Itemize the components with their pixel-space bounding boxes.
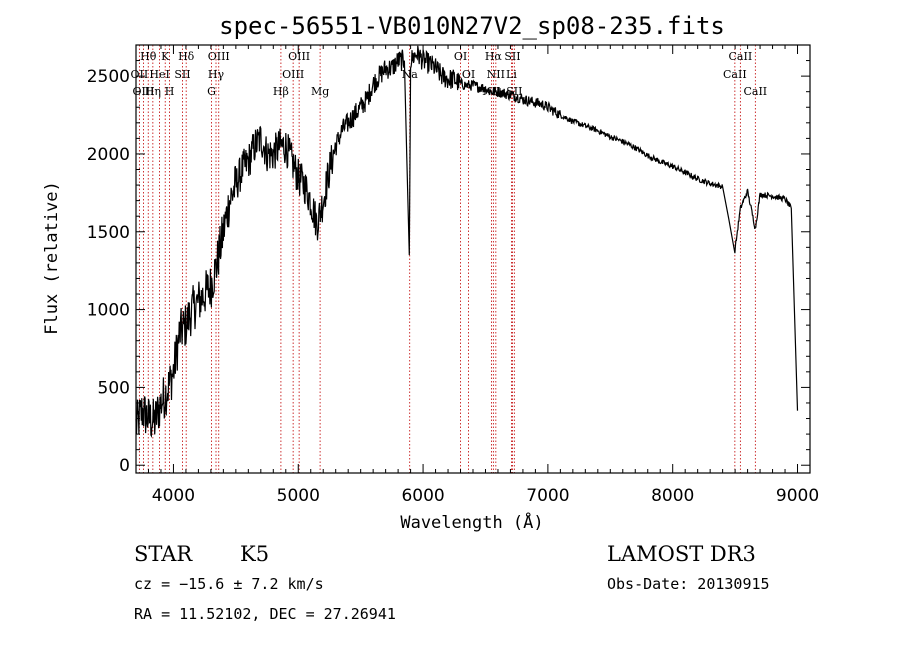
y-tick-label: 1000	[87, 301, 130, 321]
spectral-line-label: OI	[454, 50, 467, 63]
y-axis-ticks: 0 500 1000 1500 2000 2500	[87, 44, 810, 476]
y-tick-label: 2000	[87, 145, 130, 165]
spectral-line-label: OIII	[288, 50, 310, 63]
x-tick-label: 6000	[401, 486, 444, 506]
x-tick-label: 9000	[776, 486, 819, 506]
spectral-line-label: SII	[504, 50, 520, 63]
coordinates-readout: RA = 11.52102, DEC = 27.26941	[134, 605, 396, 623]
spectral-line-labels: Hθ OII OIII K HeI Hη H Hδ SII OIII Hγ G Hβ OIII OIII Mg…	[131, 50, 768, 98]
x-tick-label: 7000	[526, 486, 569, 506]
x-tick-label: 4000	[152, 486, 195, 506]
y-axis-label: Flux (relative)	[42, 181, 62, 335]
spectral-line-label: Hδ	[178, 50, 195, 63]
spectral-line-label: OIII	[208, 50, 230, 63]
spectral-line-label: Mg	[311, 85, 329, 98]
survey-name: LAMOST DR3	[607, 542, 756, 566]
x-tick-label: 5000	[277, 486, 320, 506]
spectral-line-label: Hβ	[273, 85, 289, 98]
spectral-line-label: Li	[506, 68, 517, 81]
plot-frame	[135, 44, 811, 474]
spectral-line-label: HeI	[149, 68, 169, 81]
redshift-readout: cz = −15.6 ± 7.2 km/s	[134, 575, 324, 593]
spectral-line-label: NII	[487, 68, 505, 81]
spectral-line-label: Hγ	[208, 68, 225, 81]
spectral-line-label: K	[161, 50, 170, 63]
spectral-line-label: CaII	[743, 85, 767, 98]
spectral-line-label: CaII	[729, 50, 753, 63]
spectral-line-label: CaII	[723, 68, 747, 81]
spectral-line-label: OII	[131, 68, 149, 81]
x-axis-ticks: 4000 5000 6000 7000 8000 9000	[147, 45, 819, 506]
y-tick-label: 500	[98, 378, 130, 398]
observation-date: Obs-Date: 20130915	[607, 575, 770, 593]
x-tick-label: 8000	[651, 486, 694, 506]
y-tick-label: 1500	[87, 223, 130, 243]
spectral-line-label: Hη	[145, 85, 161, 98]
spectral-line-markers	[138, 45, 756, 473]
spectral-line-label: OI	[462, 68, 475, 81]
spectral-line-label: Hα	[485, 50, 503, 63]
chart-title: spec-56551-VB010N27V2_sp08-235.fits	[219, 12, 725, 40]
spectral-line-label: Na	[402, 68, 419, 81]
y-tick-label: 0	[119, 456, 130, 476]
y-tick-label: 2500	[87, 67, 130, 87]
object-class: STAR	[134, 542, 193, 566]
spectral-line-label: G	[207, 85, 216, 98]
spectral-line-label: OIII	[282, 68, 304, 81]
spectrum-line	[135, 45, 799, 439]
x-axis-label: Wavelength (Å)	[400, 511, 543, 533]
spectral-line-label: H	[165, 85, 175, 98]
spectral-line-label: SII	[174, 68, 190, 81]
spectral-line-label: Hθ	[140, 50, 157, 63]
object-subclass: K5	[240, 542, 269, 566]
spectral-line-label: OIII	[132, 85, 154, 98]
